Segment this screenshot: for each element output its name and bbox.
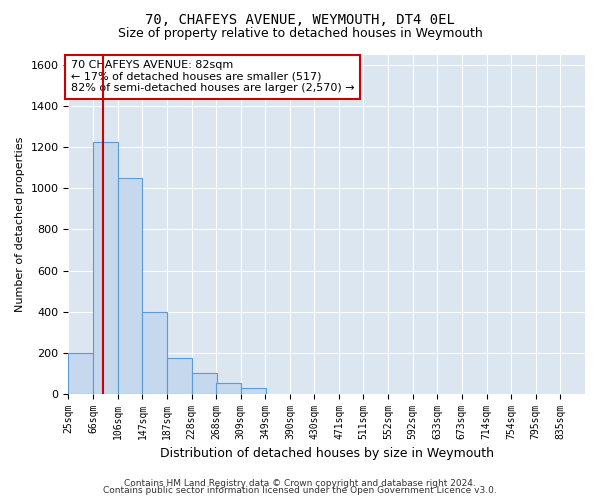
Text: 70 CHAFEYS AVENUE: 82sqm
← 17% of detached houses are smaller (517)
82% of semi-: 70 CHAFEYS AVENUE: 82sqm ← 17% of detach… bbox=[71, 60, 355, 94]
Bar bbox=[118, 178, 142, 394]
Text: Contains public sector information licensed under the Open Government Licence v3: Contains public sector information licen… bbox=[103, 486, 497, 495]
Bar bbox=[167, 358, 191, 394]
Bar bbox=[142, 312, 167, 394]
Bar bbox=[216, 384, 241, 394]
Bar bbox=[191, 373, 217, 394]
Y-axis label: Number of detached properties: Number of detached properties bbox=[15, 136, 25, 312]
Bar bbox=[68, 352, 93, 394]
Bar bbox=[93, 142, 118, 394]
Text: Size of property relative to detached houses in Weymouth: Size of property relative to detached ho… bbox=[118, 28, 482, 40]
Text: Contains HM Land Registry data © Crown copyright and database right 2024.: Contains HM Land Registry data © Crown c… bbox=[124, 478, 476, 488]
X-axis label: Distribution of detached houses by size in Weymouth: Distribution of detached houses by size … bbox=[160, 447, 494, 460]
Text: 70, CHAFEYS AVENUE, WEYMOUTH, DT4 0EL: 70, CHAFEYS AVENUE, WEYMOUTH, DT4 0EL bbox=[145, 12, 455, 26]
Bar bbox=[241, 388, 266, 394]
